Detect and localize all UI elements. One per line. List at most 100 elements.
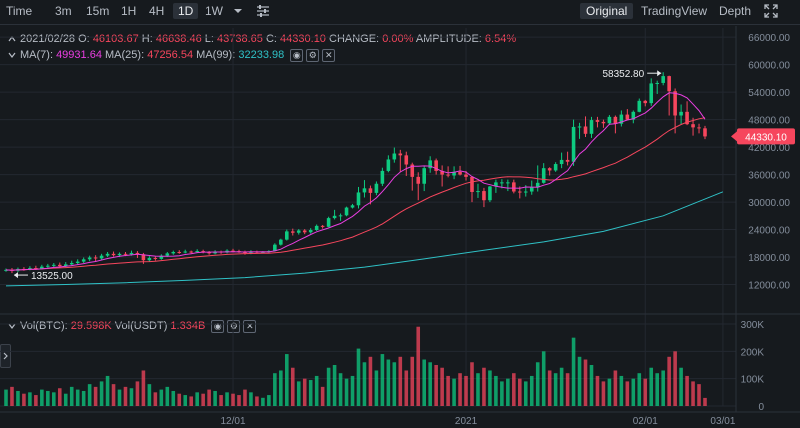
current-price-tag — [737, 128, 795, 145]
ohlc-date: 2021/02/28 — [20, 33, 76, 45]
candle-body — [302, 230, 307, 233]
volume-bar — [338, 373, 343, 406]
close-icon[interactable]: ✕ — [243, 319, 257, 333]
candle-body — [434, 160, 438, 171]
collapse-chevron-icon[interactable] — [8, 36, 16, 42]
chart-grid — [0, 26, 800, 413]
volume-bar — [494, 375, 498, 406]
volume-bar — [332, 365, 337, 406]
candle-body — [589, 120, 594, 134]
candle-body — [195, 251, 199, 253]
candle-body — [643, 100, 648, 104]
chevron-down-icon[interactable] — [233, 7, 243, 15]
candle-body — [22, 268, 26, 270]
candle-body — [547, 168, 552, 171]
volume-bar — [314, 375, 319, 406]
volume-bar — [117, 389, 122, 406]
volume-bar — [416, 326, 421, 406]
eye-icon[interactable]: ◉ — [211, 319, 225, 333]
candle-body — [147, 257, 152, 261]
volume-bar — [63, 393, 68, 406]
volume-bar — [553, 373, 558, 406]
view-depth[interactable]: Depth — [719, 4, 752, 18]
candle-body — [386, 159, 391, 171]
candle-body — [10, 269, 14, 271]
volume-bar — [523, 381, 528, 406]
volume-bar — [326, 367, 331, 406]
interval-1w[interactable]: 1W — [205, 4, 223, 18]
volume-tick-label: 0 — [758, 402, 764, 413]
expand-panel-icon[interactable] — [0, 344, 11, 368]
candle-body — [506, 182, 510, 184]
ma7-label: MA(7): — [20, 49, 53, 61]
ma7-line — [5, 92, 706, 271]
price-axis: 66000.00 60000.00 54000.00 48000.00 42000.00… — [731, 33, 795, 292]
volume-bar — [22, 393, 26, 406]
candle-body — [279, 239, 283, 245]
view-tradingview[interactable]: TradingView — [641, 4, 708, 18]
settings-sliders-icon[interactable] — [256, 4, 270, 18]
volume-tick-label: 200K — [741, 347, 765, 358]
min-pointer-arrow — [13, 272, 18, 279]
candle-body — [219, 251, 223, 253]
candle-body — [452, 171, 456, 176]
interval-1d[interactable]: 1D — [173, 3, 199, 19]
candle-body — [488, 186, 492, 201]
volume-bar — [595, 375, 600, 406]
volume-bar — [290, 367, 295, 406]
candle-body — [559, 159, 564, 165]
candle-body — [135, 252, 140, 255]
volume-bar — [243, 389, 247, 406]
vol-btc-value: 29.598K — [70, 320, 112, 332]
candle-body — [123, 253, 128, 255]
gear-icon[interactable]: ⚙ — [306, 48, 320, 62]
candle-body — [404, 155, 409, 165]
low-value: 43738.65 — [217, 33, 263, 45]
candle-body — [697, 127, 701, 129]
interval-3m[interactable]: 3m — [55, 4, 72, 18]
volume-bar — [141, 370, 146, 406]
volume-bar — [10, 386, 14, 406]
interval-time[interactable]: Time — [6, 4, 33, 18]
volume-bar — [99, 381, 104, 406]
ma99-label: MA(99): — [196, 49, 236, 61]
candle-body — [332, 215, 337, 219]
volume-bar — [285, 354, 289, 406]
candle-body — [207, 251, 211, 254]
volume-bar — [344, 378, 349, 406]
candle-body — [577, 126, 582, 128]
volume-bar — [535, 362, 540, 406]
candle-body — [685, 111, 689, 125]
volume-bar — [374, 370, 379, 406]
candle-body — [482, 191, 486, 201]
interval-4h[interactable]: 4H — [149, 4, 165, 18]
volume-bar — [123, 386, 128, 406]
volume-bar — [75, 389, 80, 406]
time-tick-label: 02/01 — [633, 416, 658, 427]
volume-bar — [207, 389, 211, 406]
ma-lines — [5, 92, 724, 287]
candle-body — [661, 76, 665, 83]
close-label: C: — [265, 33, 277, 45]
candle-body — [476, 191, 480, 193]
interval-toolbar: Time 3m 15m 1H 4H 1D 1W Original Trading… — [0, 0, 800, 22]
volume-bar — [625, 381, 630, 406]
fullscreen-icon[interactable] — [764, 4, 778, 18]
interval-15m[interactable]: 15m — [86, 4, 110, 18]
gear-icon[interactable]: ⚙ — [227, 319, 241, 333]
collapse-chevron-icon[interactable] — [8, 323, 16, 330]
candle-body — [267, 251, 271, 253]
candle-body — [428, 160, 432, 169]
max-price-label: 58352.80 — [602, 69, 644, 80]
volume-bar — [404, 370, 409, 406]
view-original[interactable]: Original — [580, 3, 634, 19]
close-icon[interactable]: ✕ — [322, 48, 336, 62]
collapse-chevron-icon[interactable] — [8, 52, 16, 59]
volume-bar — [637, 373, 642, 406]
candle-body — [141, 254, 146, 261]
eye-icon[interactable]: ◉ — [290, 48, 304, 62]
interval-1h[interactable]: 1H — [121, 4, 137, 18]
high-label: H: — [141, 33, 153, 45]
volume-bar — [380, 354, 385, 406]
